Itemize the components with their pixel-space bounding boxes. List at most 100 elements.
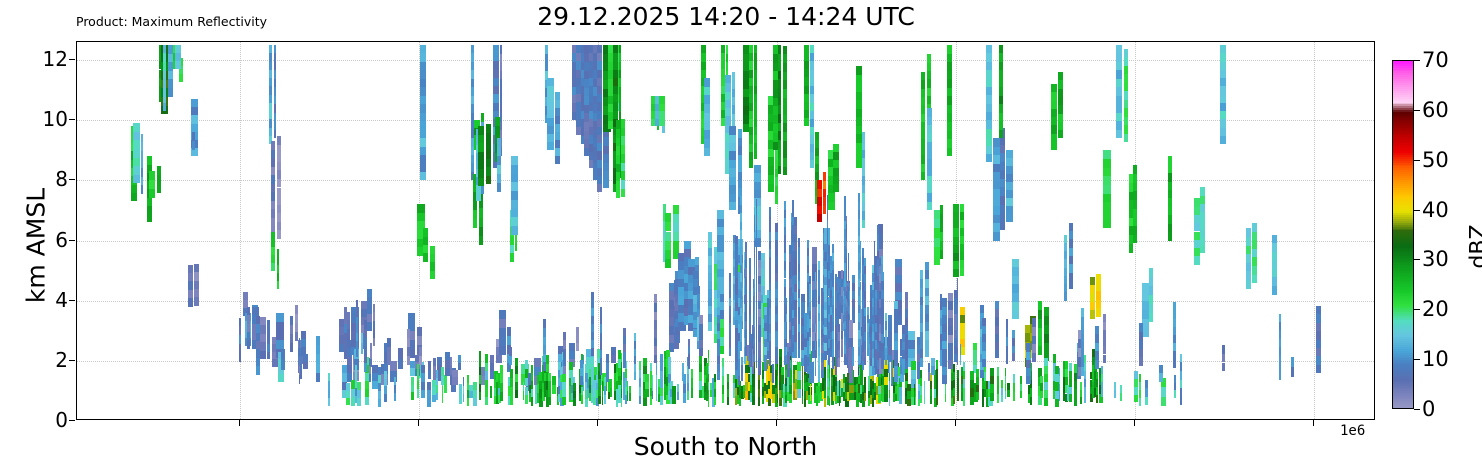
reflectivity-cell bbox=[387, 337, 392, 347]
reflectivity-cell bbox=[809, 94, 814, 103]
reflectivity-cell bbox=[699, 323, 704, 332]
colorbar-segment bbox=[1393, 270, 1413, 274]
reflectivity-cell bbox=[762, 294, 767, 303]
reflectivity-cell bbox=[806, 298, 810, 307]
reflectivity-cell bbox=[1012, 310, 1019, 319]
reflectivity-cell bbox=[133, 148, 141, 158]
reflectivity-cell bbox=[271, 254, 276, 263]
reflectivity-cell bbox=[782, 157, 788, 167]
reflectivity-cell bbox=[921, 147, 926, 156]
reflectivity-cell bbox=[939, 349, 943, 358]
reflectivity-cell bbox=[273, 95, 276, 105]
reflectivity-cell bbox=[1029, 362, 1033, 372]
reflectivity-cell bbox=[817, 338, 821, 348]
reflectivity-cell bbox=[757, 319, 766, 329]
reflectivity-cell bbox=[757, 366, 762, 375]
reflectivity-cell bbox=[276, 204, 282, 214]
reflectivity-cell bbox=[899, 386, 903, 396]
reflectivity-cell bbox=[485, 379, 489, 389]
reflectivity-cell bbox=[888, 346, 893, 355]
reflectivity-cell bbox=[948, 334, 953, 344]
reflectivity-cell bbox=[608, 78, 615, 88]
reflectivity-cell bbox=[737, 171, 743, 181]
reflectivity-cell bbox=[959, 244, 964, 253]
reflectivity-cell bbox=[942, 315, 947, 324]
reflectivity-cell bbox=[497, 373, 502, 381]
reflectivity-cell bbox=[763, 314, 767, 323]
reflectivity-cell bbox=[866, 323, 870, 332]
reflectivity-cell bbox=[190, 123, 198, 132]
reflectivity-cell bbox=[616, 154, 620, 164]
reflectivity-cell bbox=[762, 387, 765, 396]
reflectivity-cell bbox=[140, 142, 144, 151]
reflectivity-cell bbox=[539, 389, 544, 399]
reflectivity-cell bbox=[1077, 339, 1082, 349]
colorbar-segment bbox=[1393, 274, 1413, 277]
reflectivity-cell bbox=[1142, 318, 1150, 328]
reflectivity-cell bbox=[895, 308, 903, 317]
colorbar-tick-label: 60 bbox=[1422, 97, 1449, 122]
reflectivity-cell bbox=[1057, 80, 1063, 89]
reflectivity-cell bbox=[1094, 325, 1099, 335]
reflectivity-cell bbox=[801, 388, 804, 397]
reflectivity-cell bbox=[708, 231, 712, 240]
reflectivity-cell bbox=[769, 265, 771, 275]
reflectivity-cell bbox=[754, 118, 757, 127]
reflectivity-cell bbox=[986, 153, 992, 163]
colorbar-segment bbox=[1393, 204, 1413, 208]
reflectivity-cell bbox=[555, 156, 560, 165]
colorbar-segment bbox=[1393, 179, 1413, 182]
reflectivity-cell bbox=[806, 290, 810, 299]
reflectivity-cell bbox=[351, 314, 359, 323]
reflectivity-cell bbox=[930, 366, 936, 375]
reflectivity-cell bbox=[848, 364, 850, 374]
reflectivity-cell bbox=[934, 379, 937, 389]
reflectivity-cell bbox=[1069, 272, 1073, 281]
reflectivity-cell bbox=[707, 357, 710, 366]
reflectivity-cell bbox=[148, 171, 156, 181]
reflectivity-cell bbox=[982, 350, 986, 359]
reflectivity-cell bbox=[866, 348, 870, 357]
reflectivity-cell bbox=[861, 392, 865, 400]
reflectivity-cell bbox=[674, 340, 680, 349]
reflectivity-cell bbox=[996, 366, 1000, 377]
reflectivity-cell bbox=[485, 388, 489, 397]
reflectivity-cell bbox=[996, 385, 1000, 395]
reflectivity-cell bbox=[692, 287, 699, 296]
reflectivity-cell bbox=[754, 69, 757, 78]
reflectivity-cell bbox=[133, 157, 141, 167]
reflectivity-cell bbox=[255, 357, 261, 367]
reflectivity-cell bbox=[769, 207, 771, 216]
reflectivity-cell bbox=[276, 230, 282, 239]
colorbar-segment bbox=[1393, 332, 1413, 336]
reflectivity-cell bbox=[755, 292, 758, 301]
reflectivity-cell bbox=[259, 316, 266, 326]
reflectivity-cell bbox=[613, 143, 619, 152]
reflectivity-cell bbox=[778, 62, 782, 71]
reflectivity-cell bbox=[571, 45, 580, 54]
reflectivity-cell bbox=[749, 274, 751, 283]
reflectivity-cell bbox=[740, 221, 743, 231]
reflectivity-cell bbox=[281, 359, 285, 371]
reflectivity-cell bbox=[757, 328, 766, 337]
reflectivity-cell bbox=[643, 389, 647, 398]
reflectivity-cell bbox=[986, 103, 992, 113]
reflectivity-cell bbox=[591, 323, 594, 332]
reflectivity-cell bbox=[826, 368, 830, 378]
reflectivity-cell bbox=[873, 300, 876, 309]
reflectivity-cell bbox=[377, 383, 381, 392]
reflectivity-cell bbox=[783, 261, 787, 270]
reflectivity-cell bbox=[479, 367, 481, 376]
reflectivity-cell bbox=[1005, 190, 1014, 199]
reflectivity-cell bbox=[276, 144, 282, 154]
reflectivity-cell bbox=[596, 77, 603, 86]
reflectivity-cell bbox=[716, 339, 721, 348]
reflectivity-cell bbox=[417, 238, 426, 248]
reflectivity-cell bbox=[591, 376, 595, 385]
reflectivity-cell bbox=[555, 100, 560, 109]
reflectivity-cell bbox=[870, 386, 875, 396]
reflectivity-cell bbox=[877, 360, 879, 369]
reflectivity-cell bbox=[1252, 274, 1257, 284]
reflectivity-cell bbox=[585, 381, 589, 391]
reflectivity-cell bbox=[826, 386, 830, 397]
